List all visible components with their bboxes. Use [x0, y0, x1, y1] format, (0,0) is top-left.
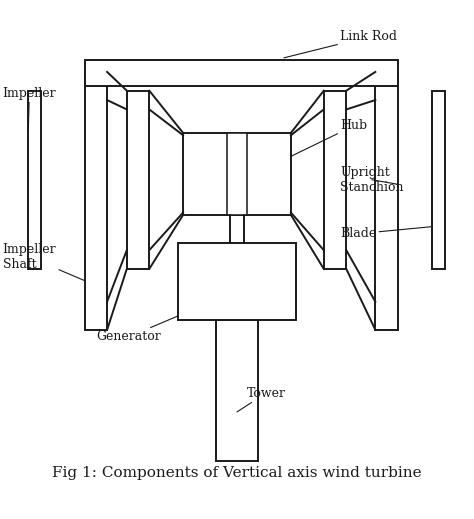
Text: Link Rod: Link Rod: [284, 30, 397, 58]
Bar: [84, 60, 398, 86]
Text: Fig 1: Components of Vertical axis wind turbine: Fig 1: Components of Vertical axis wind …: [52, 466, 422, 480]
Text: Impeller: Impeller: [2, 87, 56, 131]
Bar: [432, 91, 445, 269]
Bar: [84, 72, 107, 330]
Text: Hub: Hub: [291, 119, 367, 156]
Text: Generator: Generator: [96, 316, 178, 344]
Text: Blade: Blade: [340, 227, 432, 240]
Bar: [227, 133, 247, 215]
Bar: [127, 91, 149, 269]
Bar: [28, 91, 41, 269]
Bar: [183, 133, 291, 215]
Text: Impeller
Shaft: Impeller Shaft: [2, 243, 84, 281]
Bar: [324, 91, 346, 269]
Text: Tower: Tower: [237, 387, 285, 412]
Bar: [375, 72, 398, 330]
Bar: [178, 243, 296, 320]
Bar: [216, 320, 258, 461]
Text: Upright
Stanchion: Upright Stanchion: [340, 166, 404, 194]
